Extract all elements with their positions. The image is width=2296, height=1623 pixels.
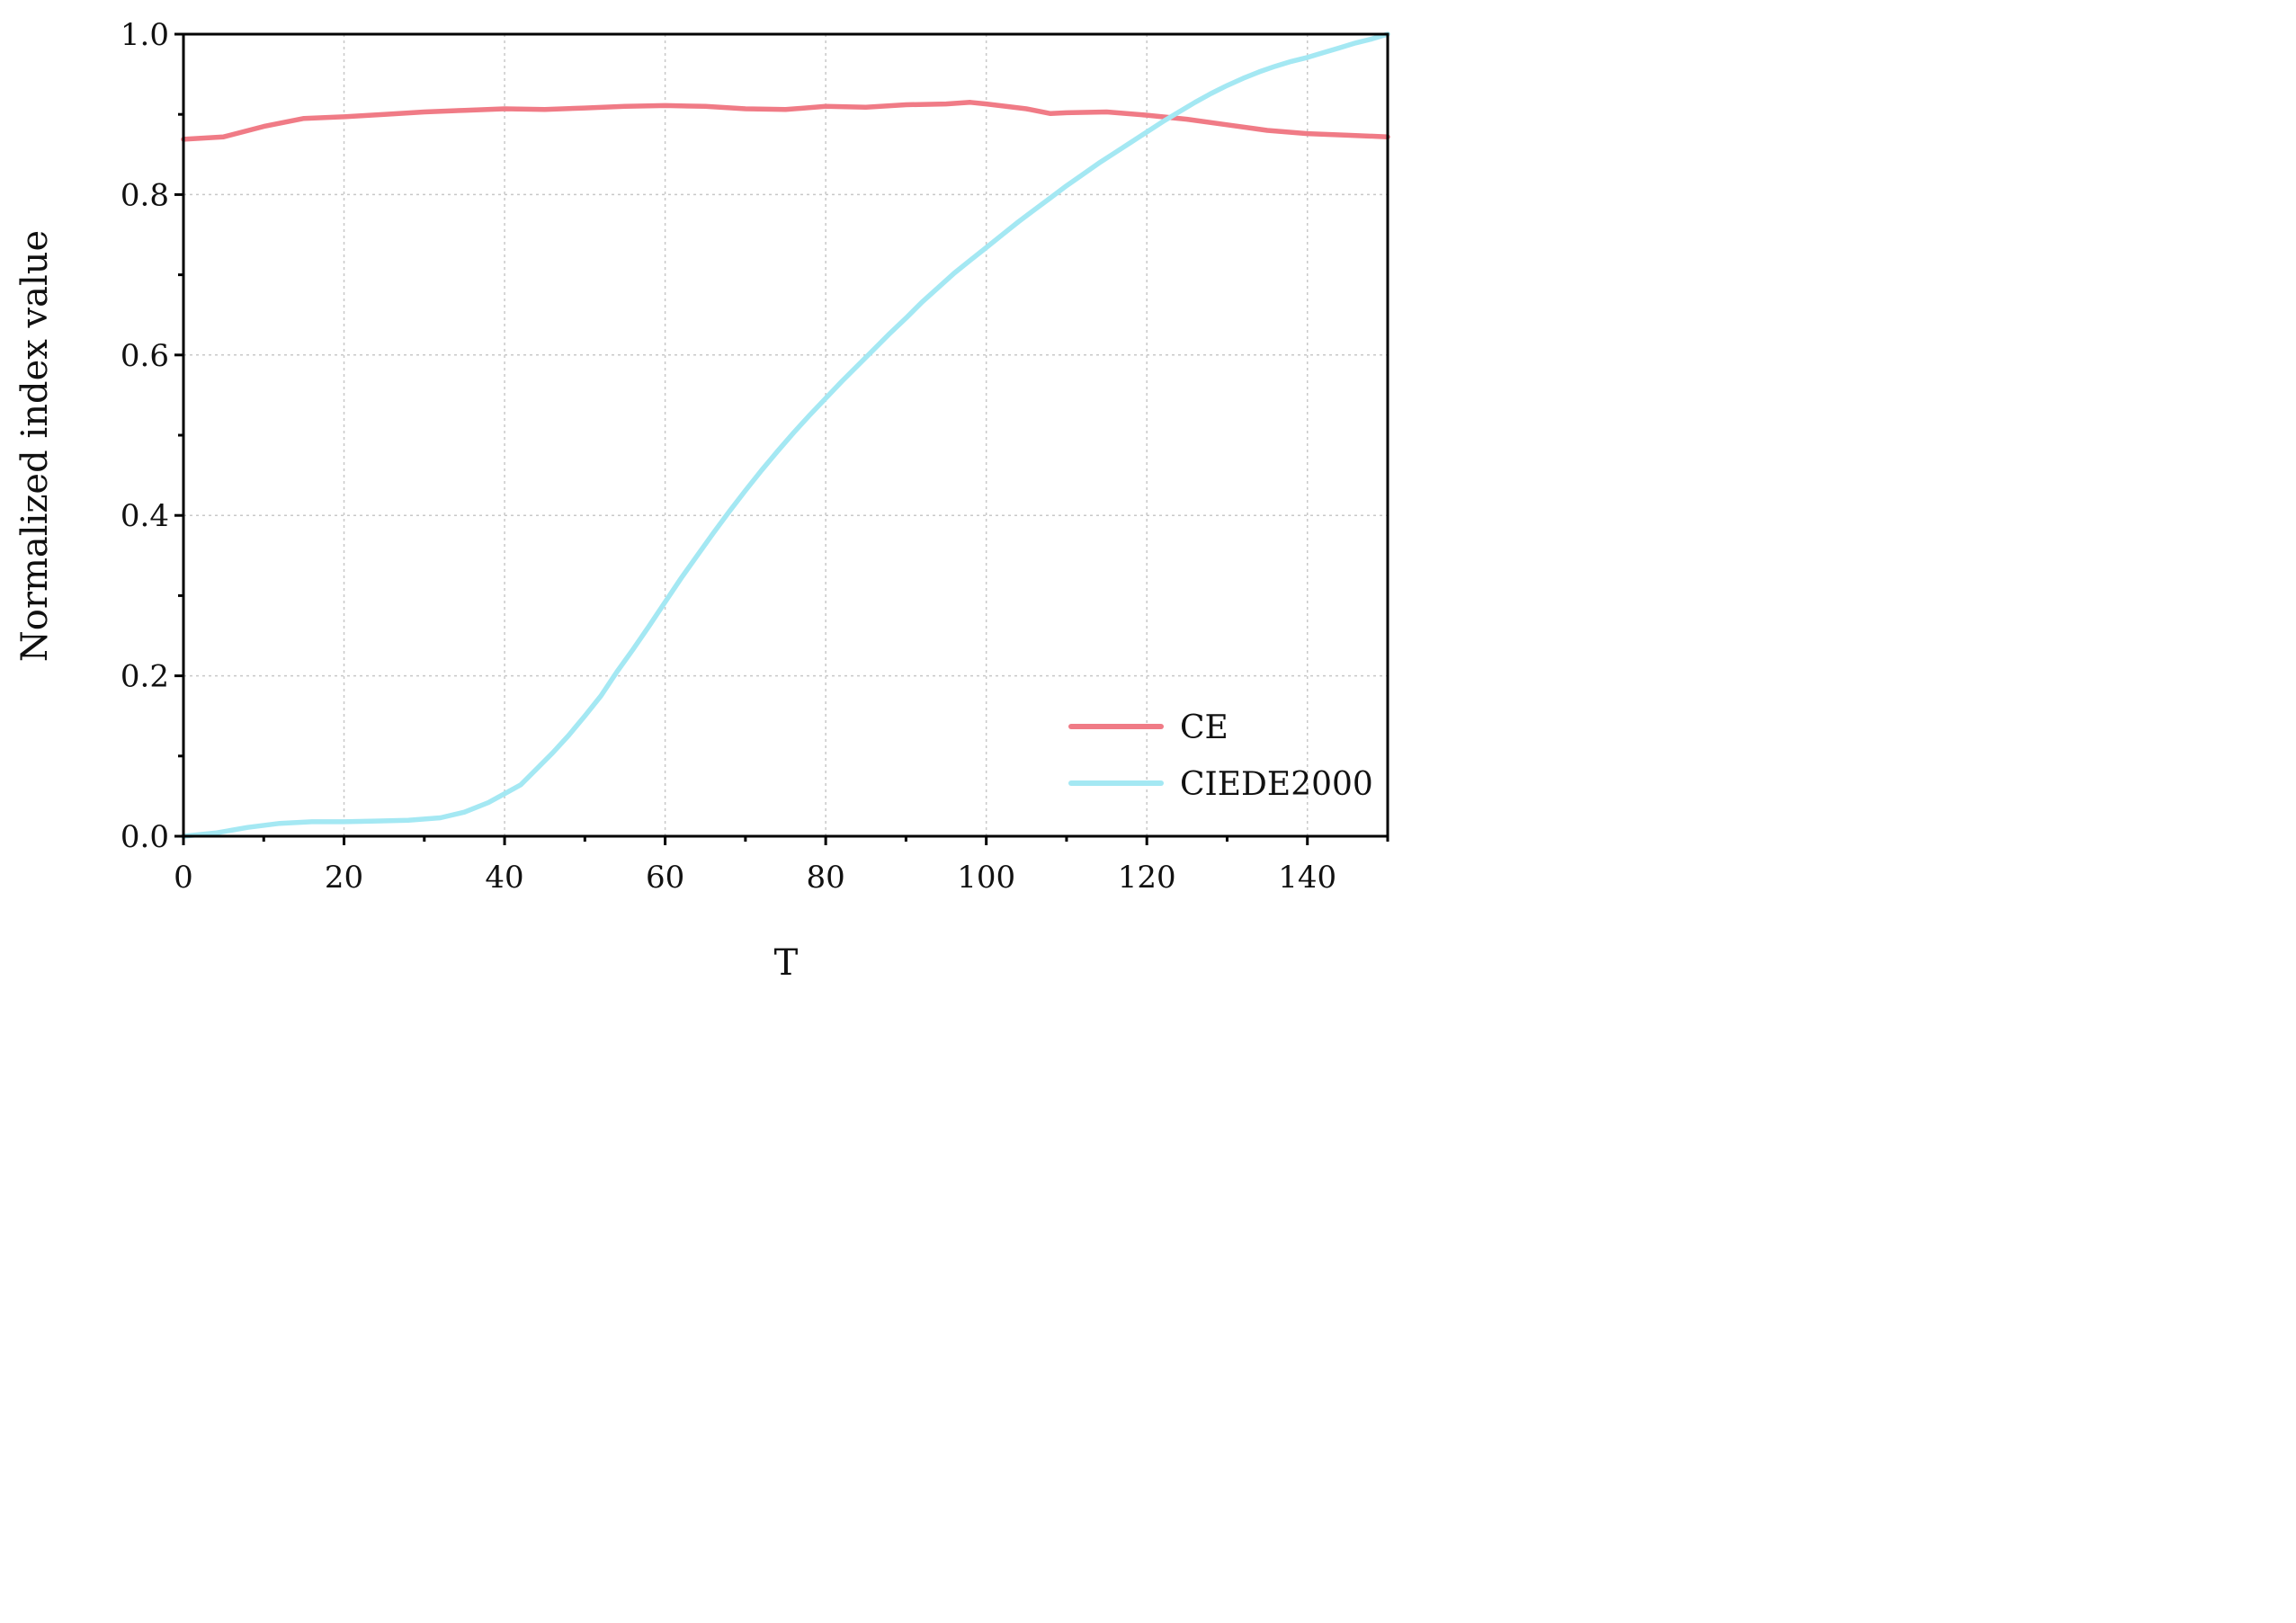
x-tick-label: 40 xyxy=(485,860,523,896)
legend: CE CIEDE2000 xyxy=(1068,709,1373,803)
legend-label-ciede2000: CIEDE2000 xyxy=(1180,766,1373,803)
x-tick-label: 100 xyxy=(957,860,1015,896)
y-tick-label: 0.4 xyxy=(121,498,169,534)
legend-label-ce: CE xyxy=(1180,709,1228,746)
x-tick-label: 80 xyxy=(807,860,845,896)
series-lines xyxy=(181,31,1390,839)
y-tick-label: 0.8 xyxy=(121,177,169,213)
y-tick-label: 0.2 xyxy=(121,659,169,695)
x-tick-label: 60 xyxy=(646,860,684,896)
line-chart: 0 20 40 60 80 100 120 140 0.00.20.40.60.81.0 T … xyxy=(14,17,1390,984)
x-axis-label: T xyxy=(774,942,799,984)
axis-ticks xyxy=(174,32,1389,845)
y-tick-label: 0.0 xyxy=(121,819,169,855)
x-tick-label: 20 xyxy=(325,860,363,896)
y-axis-label: Normalized index value xyxy=(14,230,56,662)
y-tick-label: 1.0 xyxy=(121,17,169,53)
x-tick-label: 120 xyxy=(1118,860,1176,896)
y-tick-labels: 0.0 0.2 0.4 0.6 0.8 1.0 xyxy=(121,17,169,855)
x-tick-labels: 0 20 40 60 80 100 120 140 xyxy=(174,860,1336,896)
y-tick-label: 0.6 xyxy=(121,338,169,374)
x-tick-label: 0 xyxy=(174,860,193,896)
x-tick-label: 140 xyxy=(1278,860,1336,896)
series-line-ciede2000 xyxy=(181,31,1390,839)
series-line-ce xyxy=(181,100,1390,142)
gridlines xyxy=(183,34,1388,836)
